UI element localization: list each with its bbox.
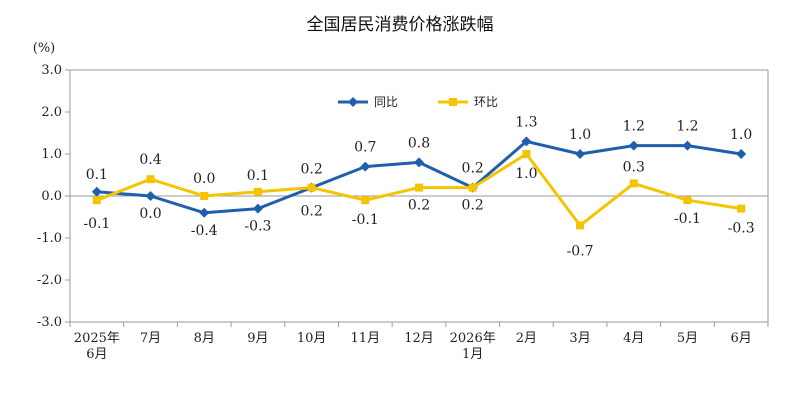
data-label-series-1: 1.3 (515, 114, 537, 130)
data-label-series-1: 0.8 (408, 135, 430, 151)
series-point-2 (361, 196, 370, 205)
x-tick-label: 11月 (351, 331, 381, 346)
x-tick-label: 4月 (623, 331, 644, 346)
series-point-1 (199, 207, 210, 218)
data-label-series-2: 0.3 (623, 159, 645, 175)
x-tick-label: 7月 (140, 331, 161, 346)
data-label-series-2: -0.3 (728, 221, 755, 237)
y-tick-label: 2.0 (41, 105, 62, 120)
y-tick-label: 3.0 (41, 63, 62, 78)
series-point-2 (683, 196, 692, 205)
series-point-2 (737, 204, 746, 213)
data-label-series-2: 1.0 (515, 166, 537, 182)
series-point-1 (736, 149, 747, 159)
y-tick-label: -1.0 (37, 231, 62, 246)
series-point-1 (414, 157, 424, 168)
series-point-2 (146, 175, 155, 184)
data-label-series-1: 0.2 (300, 162, 322, 178)
series-point-1 (575, 149, 586, 159)
data-label-series-2: 0.2 (462, 198, 484, 214)
data-label-series-2: -0.1 (352, 212, 379, 228)
data-label-series-1: -0.3 (244, 219, 271, 235)
series-point-2 (200, 192, 209, 200)
y-tick-label: 1.0 (41, 147, 62, 162)
series-point-2 (468, 183, 477, 192)
x-tick-label: 2月 (516, 331, 537, 346)
series-layer (91, 136, 747, 230)
data-label-series-2: 0.1 (247, 168, 269, 184)
x-tick-label: 6月 (86, 347, 107, 362)
data-label-series-1: 0.0 (139, 206, 161, 222)
legend-marker-2 (449, 98, 457, 106)
legend-label-1: 同比 (374, 95, 398, 109)
data-labels: 0.1 0.0 -0.4 -0.3 0.2 0.7 0.8 0.2 1.3 1.0 1.2 1.2 1.… (83, 114, 754, 259)
x-tick-label: 12月 (404, 331, 434, 346)
y-tick-label: -3.0 (37, 315, 62, 330)
x-tick-label: 5月 (677, 331, 698, 346)
x-tick-label: 2025年 (74, 331, 120, 346)
x-tick-label: 9月 (247, 331, 268, 346)
series-point-2 (415, 183, 423, 192)
data-label-series-1: 1.2 (623, 119, 645, 135)
series-point-2 (92, 196, 101, 205)
legend: 同比 环比 (338, 95, 498, 109)
series-point-1 (145, 191, 156, 201)
x-tick-label: 1月 (462, 347, 483, 362)
y-axis-unit-label: (%) (33, 41, 56, 56)
legend-marker-1 (348, 97, 358, 107)
chart-title: 全国居民消费价格涨跌幅 (307, 15, 494, 35)
data-label-series-1: 0.7 (354, 140, 376, 156)
x-tick-label: 8月 (194, 331, 215, 346)
x-tick-label: 3月 (569, 331, 590, 346)
series-point-1 (360, 161, 371, 172)
series-point-1 (682, 140, 693, 151)
data-label-series-1: 1.0 (730, 127, 752, 143)
series-point-2 (522, 150, 531, 158)
x-tick-label: 2026年 (450, 331, 496, 346)
x-tick-label: 10月 (297, 331, 327, 346)
y-tick-label: -2.0 (37, 273, 62, 288)
series-point-2 (629, 179, 638, 188)
series-point-1 (521, 136, 532, 147)
y-tick-label: 0.0 (41, 189, 62, 204)
data-label-series-2: 0.0 (193, 171, 215, 187)
data-label-series-2: 0.2 (300, 204, 322, 220)
series-point-2 (253, 187, 262, 196)
data-label-series-2: -0.7 (567, 243, 594, 259)
data-label-series-1: 1.2 (676, 119, 698, 135)
data-label-series-2: 0.2 (408, 198, 430, 214)
data-label-series-2: -0.1 (83, 216, 110, 232)
data-label-series-1: 0.1 (86, 167, 108, 183)
series-point-2 (576, 221, 585, 230)
data-label-series-1: 0.2 (462, 161, 484, 177)
series-point-1 (91, 186, 102, 197)
data-label-series-1: -0.4 (191, 223, 218, 239)
data-label-series-2: 0.4 (139, 152, 161, 168)
data-label-series-2: -0.1 (674, 211, 701, 227)
series-point-1 (252, 203, 263, 214)
series-point-1 (628, 140, 639, 151)
data-label-series-1: 1.0 (569, 127, 591, 143)
legend-label-2: 环比 (474, 95, 498, 109)
x-tick-label: 6月 (731, 331, 752, 346)
series-point-2 (307, 183, 316, 192)
